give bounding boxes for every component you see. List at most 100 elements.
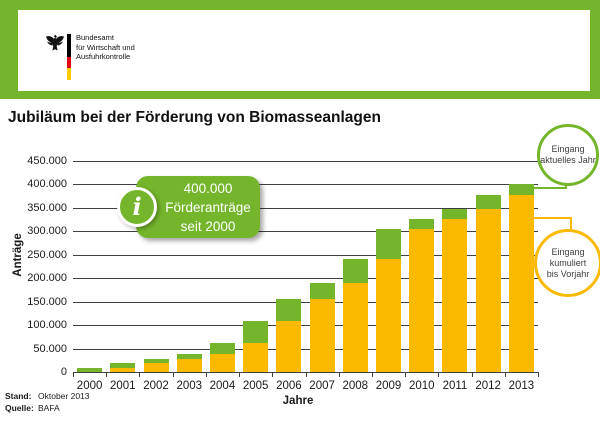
x-tick (172, 372, 174, 377)
bar-segment-cumulative-2012 (475, 208, 501, 372)
x-tick-label: 2012 (475, 380, 501, 392)
y-tick-label: 0 (60, 366, 67, 378)
bar-segment-cumulative-2005 (243, 342, 269, 372)
x-tick-label: 2009 (375, 380, 402, 392)
gridline (73, 325, 538, 327)
bar-segment-current-2009 (376, 229, 402, 259)
y-tick-label: 100.000 (27, 319, 67, 332)
gridline (73, 348, 538, 350)
agency-name-line: für Wirtschaft und (76, 42, 135, 52)
annotation-line: seit 2000 (180, 219, 236, 234)
legend-label-line: Eingang (551, 144, 585, 154)
bar-segment-cumulative-2008 (342, 282, 368, 372)
footer-stand-row: Stand: Oktober 2013 (5, 390, 90, 402)
bar-segment-current-2011 (442, 208, 468, 219)
bar-segment-cumulative-2011 (442, 218, 468, 372)
gridline (73, 254, 538, 256)
x-tick-label: 2007 (309, 380, 335, 392)
legend-label-line: Eingang (551, 246, 585, 257)
legend-label-line: kumuliert (549, 257, 587, 268)
y-tick-label: 450.000 (27, 155, 67, 167)
annotation-line: Förderanträge (165, 200, 251, 215)
x-tick-label: 2003 (176, 380, 203, 392)
quelle-label: Quelle: (5, 403, 34, 413)
x-tick-label: 2000 (76, 380, 103, 392)
x-tick (272, 372, 274, 377)
bar-segment-current-2008 (342, 258, 368, 283)
stand-label: Stand: (5, 391, 32, 401)
y-tick-label: 50.000 (33, 342, 67, 355)
bar-segment-current-2006 (276, 299, 302, 322)
footer-quelle-row: Quelle: BAFA (5, 402, 90, 414)
bar-segment-current-2007 (309, 282, 335, 300)
bar-segment-cumulative-2001 (110, 367, 136, 372)
header-band: Bundesamt für Wirtschaft und Ausfuhrkont… (0, 0, 600, 99)
bar-segment-current-2001 (110, 362, 136, 368)
bar-segment-current-2003 (176, 353, 202, 359)
agency-name-line: Ausfuhrkontrolle (76, 52, 131, 61)
x-tick (73, 372, 74, 377)
bar-segment-current-2012 (475, 195, 501, 209)
gridline (73, 301, 538, 303)
bar-segment-current-2005 (243, 321, 269, 343)
federal-eagle-icon (46, 34, 64, 51)
bar-segment-cumulative-2013 (508, 195, 534, 372)
x-tick (338, 372, 340, 377)
bar-segment-cumulative-2010 (409, 229, 435, 372)
x-tick (106, 372, 108, 377)
callout-connector-cumulative (529, 217, 572, 219)
callout-connector-current-year (531, 187, 567, 189)
x-tick (438, 372, 440, 377)
footer: Stand: Oktober 2013 Quelle: BAFA (5, 390, 90, 414)
y-tick-label: 400.000 (27, 178, 67, 191)
gridline (73, 278, 538, 280)
bar-segment-current-2002 (143, 358, 169, 363)
x-tick (538, 372, 539, 377)
x-tick-label: 2010 (408, 380, 435, 392)
quelle-value: BAFA (38, 403, 60, 413)
info-icon: i (117, 187, 157, 227)
stand-value: Oktober 2013 (38, 391, 90, 401)
x-tick-label: 2001 (110, 380, 136, 392)
x-tick-label: 2013 (508, 380, 535, 392)
agency-name-line: Bundesamt (76, 33, 114, 42)
y-tick-label: 300.000 (27, 225, 67, 238)
y-tick-label: 350.000 (27, 201, 67, 214)
annotation-box: 400.000 Förderanträge seit 2000 (136, 176, 260, 238)
x-tick-label: 2011 (442, 380, 468, 392)
callout-connector-cumulative (570, 217, 572, 231)
page-title: Jubiläum bei der Förderung von Biomassea… (8, 109, 381, 126)
x-tick (405, 372, 407, 377)
gridline (73, 231, 538, 233)
x-tick (139, 372, 141, 377)
gridline (73, 207, 538, 209)
german-flag-stripe (67, 34, 71, 80)
x-tick-label: 2006 (276, 380, 302, 392)
x-tick (504, 372, 506, 377)
x-tick (371, 372, 373, 377)
legend-callout-current-year: Eingang aktuelles Jahr (537, 124, 599, 186)
bar-segment-cumulative-2007 (309, 299, 335, 372)
x-tick-label: 2002 (143, 380, 169, 392)
gridline (73, 184, 538, 186)
bar-segment-current-2013 (508, 183, 534, 196)
gridline (73, 161, 538, 162)
x-axis-title: Jahre (282, 395, 314, 407)
agency-logo-box: Bundesamt für Wirtschaft und Ausfuhrkont… (18, 10, 590, 91)
bar-segment-cumulative-2004 (209, 353, 235, 372)
agency-name: Bundesamt für Wirtschaft und Ausfuhrkont… (76, 33, 135, 62)
bar-segment-cumulative-2003 (176, 358, 202, 372)
x-tick-label: 2005 (242, 380, 269, 392)
x-tick-label: 2004 (209, 380, 236, 392)
legend-callout-cumulative: Eingang kumuliert bis Vorjahr (534, 229, 600, 297)
bar-segment-current-2004 (209, 342, 235, 354)
bar-segment-cumulative-2009 (376, 258, 402, 372)
bar-segment-current-2000 (77, 367, 103, 372)
annotation-line: 400.000 (183, 181, 233, 196)
y-tick-label: 150.000 (27, 295, 67, 308)
x-tick (239, 372, 241, 377)
y-tick-label: 200.000 (27, 272, 67, 285)
x-tick (471, 372, 473, 377)
